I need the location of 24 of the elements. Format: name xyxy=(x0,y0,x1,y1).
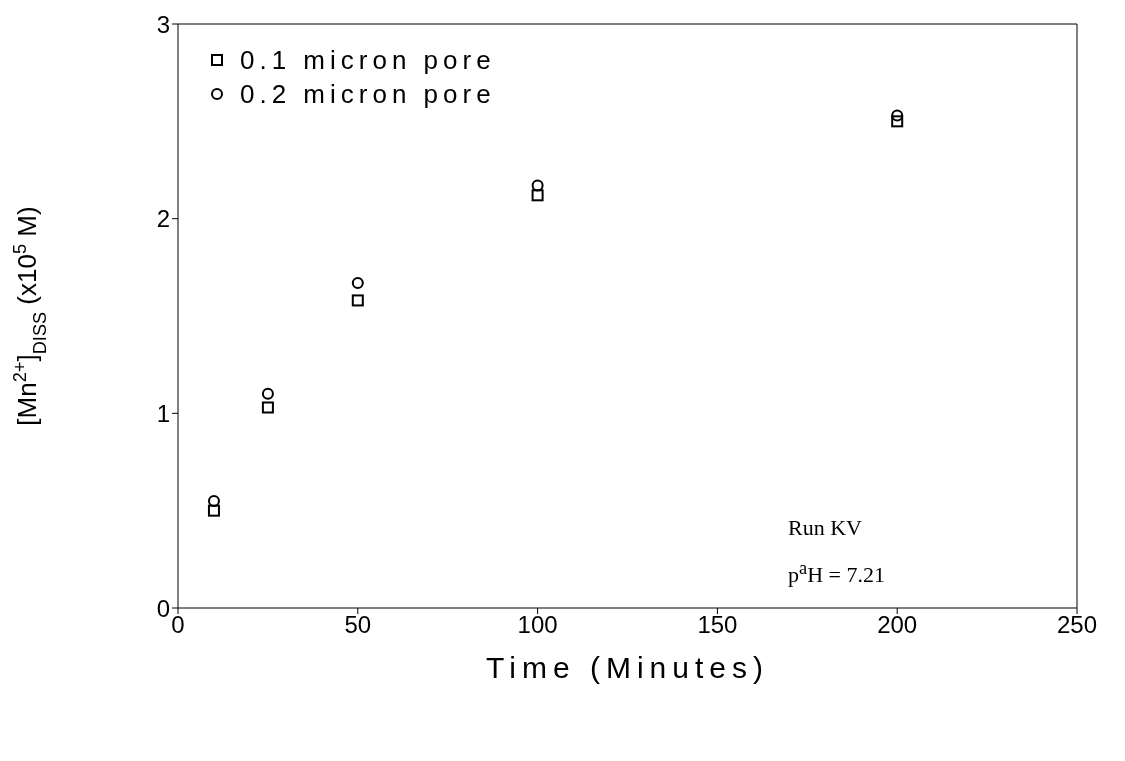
legend-label: 0.1 micron pore xyxy=(240,44,496,77)
legend-label: 0.2 micron pore xyxy=(240,78,496,111)
point xyxy=(207,494,220,507)
point xyxy=(891,115,904,128)
point xyxy=(351,276,364,289)
point xyxy=(207,504,220,517)
y-tick-label: 0 xyxy=(156,594,170,622)
y-tick-label: 2 xyxy=(156,205,170,233)
x-tick-label: 150 xyxy=(697,611,738,639)
x-axis-title: Time (Minutes) xyxy=(486,651,769,684)
x-tick-label: 250 xyxy=(1056,611,1098,639)
point xyxy=(531,179,544,192)
point xyxy=(261,401,274,414)
point xyxy=(351,294,364,307)
point xyxy=(261,387,274,400)
annotation: p$^{a}$H = 7.21 xyxy=(788,557,885,590)
annotation: Run KV xyxy=(788,514,863,542)
y-tick-label: 3 xyxy=(156,10,170,38)
y-tick-label: 1 xyxy=(156,399,170,427)
point xyxy=(891,109,904,122)
x-tick-label: 100 xyxy=(517,611,558,639)
x-tick-label: 200 xyxy=(877,611,918,639)
point xyxy=(531,189,544,202)
x-tick-label: 50 xyxy=(344,611,372,639)
